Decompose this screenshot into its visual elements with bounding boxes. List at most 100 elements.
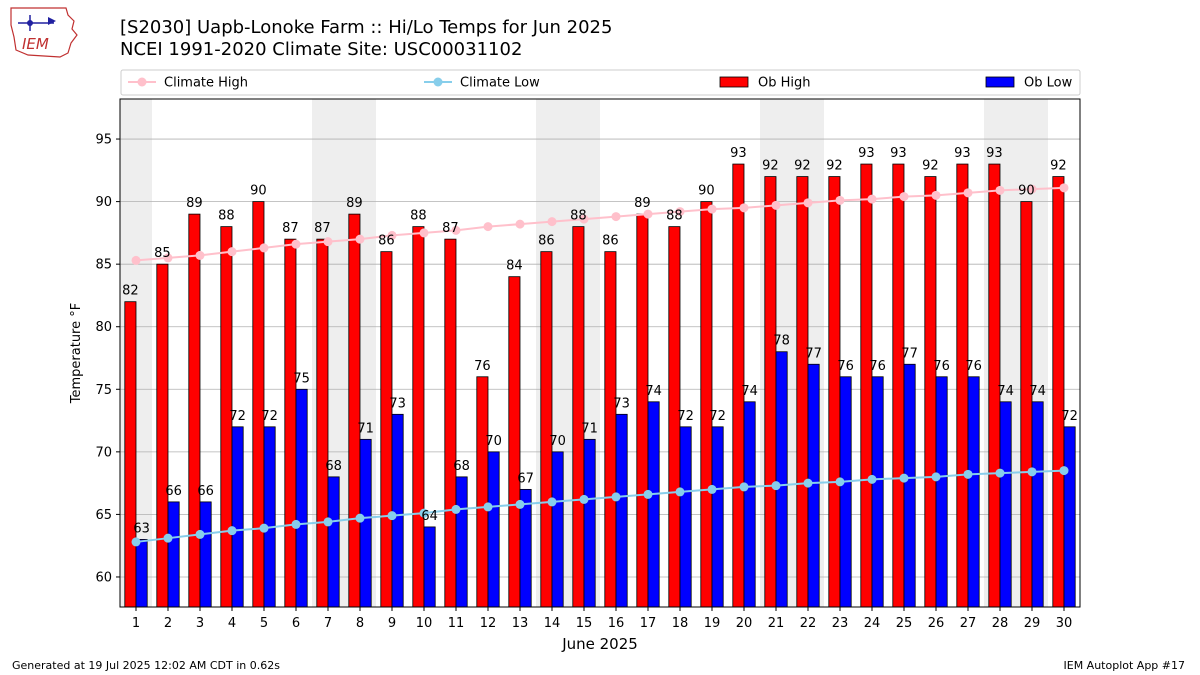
ob-high-bar-day-27: [956, 163, 969, 608]
ob-high-label-day-23: 92: [826, 159, 843, 174]
ob-low-bar-day-19: [711, 426, 724, 608]
ob-high-bar-day-23: [828, 176, 841, 608]
chart-title-line1: [S2030] Uapb-Lonoke Farm :: Hi/Lo Temps …: [120, 17, 613, 38]
y-tick-label-80: 80: [95, 320, 112, 335]
legend: Climate High Climate Low Ob High Ob Low: [120, 69, 1081, 96]
ob-high-label-day-4: 88: [218, 209, 235, 224]
ob-high-bar-day-10: [412, 226, 425, 608]
ob-high-label-day-5: 90: [250, 184, 267, 199]
ob-high-bar-day-16: [604, 251, 617, 608]
ob-low-label-day-3: 66: [197, 484, 214, 499]
x-tick-label-7: 7: [324, 616, 332, 631]
ob-low-label-day-28: 74: [997, 384, 1014, 399]
climate-high-point-day-21: [771, 200, 781, 210]
climate-low-point-day-3: [195, 529, 205, 539]
climate-low-point-day-17: [643, 489, 653, 499]
ob-low-label-day-11: 68: [453, 459, 470, 474]
climate-high-point-day-4: [227, 247, 237, 257]
ob-high-label-day-14: 86: [538, 234, 555, 249]
climate-high-point-day-12: [483, 222, 493, 232]
ob-high-bar-day-13: [508, 276, 521, 608]
ob-high-label-day-15: 88: [570, 209, 587, 224]
climate-low-point-day-23: [835, 477, 845, 487]
ob-low-bar-day-7: [327, 476, 340, 608]
climate-low-point-day-28: [995, 468, 1005, 478]
plot-frame: [119, 98, 1081, 608]
ob-high-bar-day-5: [252, 201, 265, 608]
ob-low-bar-day-15: [583, 438, 596, 608]
ob-low-label-day-4: 72: [229, 409, 246, 424]
ob-low-bar-day-30: [1063, 426, 1076, 608]
ob-high-label-day-22: 92: [794, 159, 811, 174]
ob-high-bar-day-15: [572, 226, 585, 608]
x-tick-label-18: 18: [672, 616, 689, 631]
x-tick-label-14: 14: [544, 616, 561, 631]
climate-low-point-day-8: [355, 513, 365, 523]
climate-high-point-day-25: [899, 192, 909, 202]
ob-low-bar-day-12: [487, 451, 500, 608]
ob-high-bar-day-3: [188, 213, 201, 608]
ob-high-bar-day-29: [1020, 201, 1033, 608]
ob-high-bar-day-14: [540, 251, 553, 608]
x-tick-label-4: 4: [228, 616, 236, 631]
ob-low-bar-day-16: [615, 413, 628, 608]
climate-low-point-day-4: [227, 526, 237, 536]
climate-high-point-day-9: [387, 230, 397, 240]
legend-climate-high-label: Climate High: [164, 76, 248, 91]
climate-low-point-day-18: [675, 487, 685, 497]
climate-low-point-day-21: [771, 481, 781, 491]
ob-high-bar-day-24: [860, 163, 873, 608]
ob-high-bar-day-22: [796, 176, 809, 608]
climate-lines: [131, 183, 1069, 547]
climate-high-point-day-16: [611, 212, 621, 222]
ob-high-label-day-25: 93: [890, 146, 907, 161]
climate-low-point-day-6: [291, 519, 301, 529]
ob-low-bar-day-24: [871, 376, 884, 608]
ob-high-label-day-11: 87: [442, 221, 459, 236]
x-tick-label-20: 20: [736, 616, 753, 631]
ob-low-bar-day-20: [743, 401, 756, 608]
ob-high-label-day-6: 87: [282, 221, 299, 236]
y-tick-label-85: 85: [95, 258, 112, 273]
ob-low-bar-day-9: [391, 413, 404, 608]
ob-high-bar-day-21: [764, 176, 777, 608]
ob-high-label-day-21: 92: [762, 159, 779, 174]
ob-high-bar-day-6: [284, 238, 297, 608]
ob-high-label-day-27: 93: [954, 146, 971, 161]
climate-high-point-day-30: [1059, 183, 1069, 193]
ob-low-label-day-6: 75: [293, 371, 310, 386]
legend-ob-low-swatch: [985, 76, 1015, 88]
climate-low-point-day-13: [515, 499, 525, 509]
ob-high-label-day-18: 88: [666, 209, 683, 224]
ob-high-bar-day-11: [444, 238, 457, 608]
climate-high-point-day-28: [995, 185, 1005, 195]
x-tick-label-5: 5: [260, 616, 268, 631]
legend-ob-high-swatch: [719, 76, 749, 88]
ob-high-bar-day-9: [380, 251, 393, 608]
climate-low-point-day-30: [1059, 466, 1069, 476]
x-tick-label-25: 25: [896, 616, 913, 631]
ob-high-label-day-9: 86: [378, 234, 395, 249]
ob-high-label-day-24: 93: [858, 146, 875, 161]
ob-high-label-day-2: 85: [154, 246, 171, 261]
app-footer: IEM Autoplot App #17: [1063, 659, 1186, 672]
legend-climate-low-label: Climate Low: [460, 76, 540, 91]
ob-high-label-day-26: 92: [922, 159, 939, 174]
ob-low-label-day-21: 78: [773, 334, 790, 349]
climate-high-point-day-19: [707, 204, 717, 214]
y-axis-label: Temperature °F: [69, 303, 84, 404]
climate-high-point-day-20: [739, 203, 749, 213]
climate-low-point-day-14: [547, 497, 557, 507]
climate-high-point-day-26: [931, 190, 941, 200]
ob-low-bar-day-26: [935, 376, 948, 608]
climate-low-point-day-5: [259, 523, 269, 533]
ob-low-bar-day-23: [839, 376, 852, 608]
climate-high-point-day-11: [451, 225, 461, 235]
climate-low-point-day-29: [1027, 467, 1037, 477]
climate-low-point-day-12: [483, 502, 493, 512]
x-tick-label-22: 22: [800, 616, 817, 631]
ob-low-label-day-24: 76: [869, 359, 886, 374]
climate-high-point-day-3: [195, 250, 205, 260]
climate-low-point-day-20: [739, 482, 749, 492]
